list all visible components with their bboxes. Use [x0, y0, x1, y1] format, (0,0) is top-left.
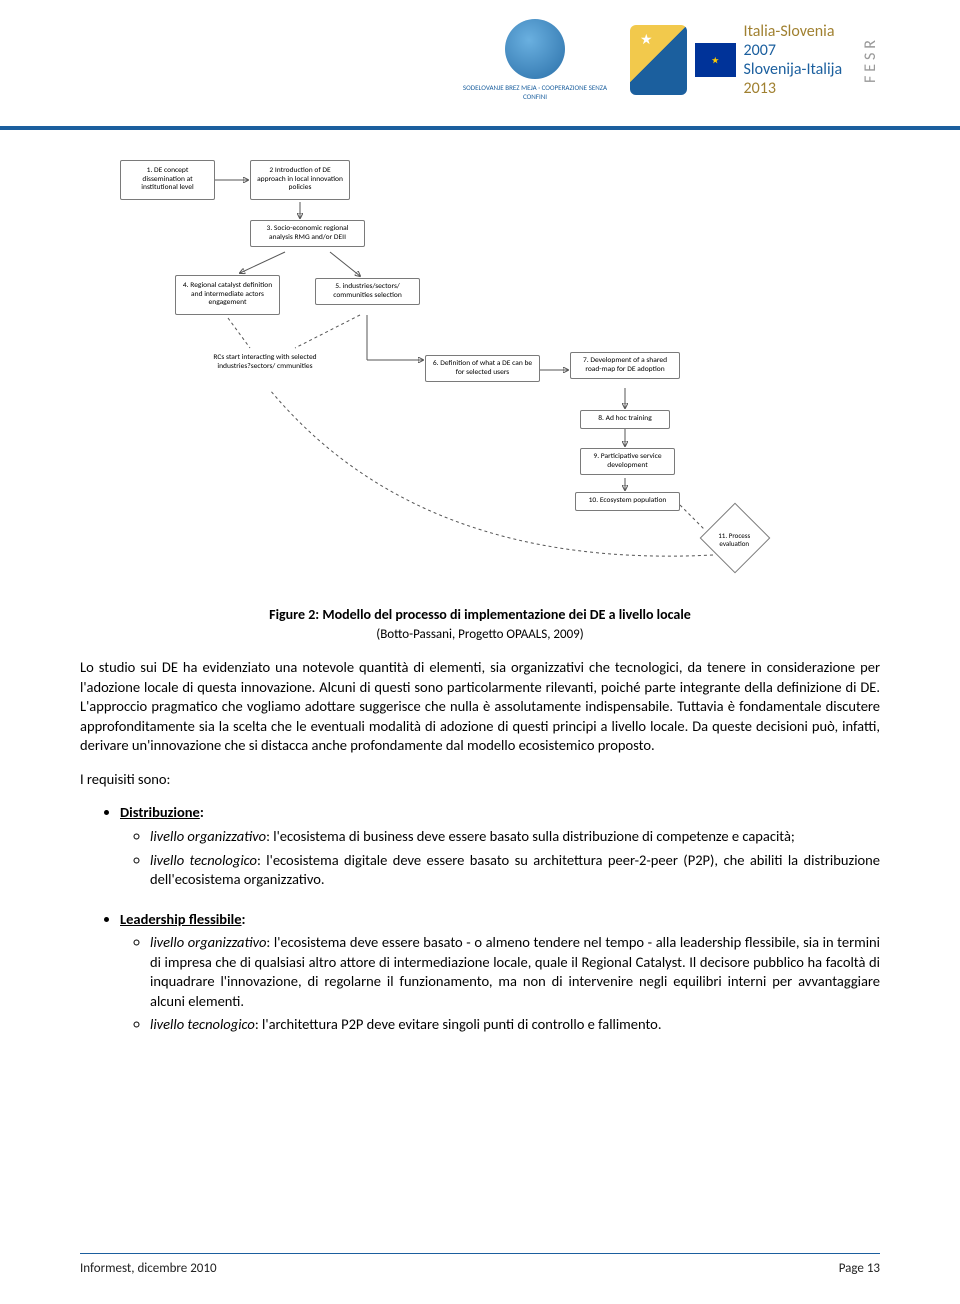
- node-1: 1. DE concept dissemination at instituti…: [120, 160, 215, 200]
- figure-citation: (Botto-Passani, Progetto OPAALS, 2009): [0, 627, 960, 642]
- fesr-label: FESR: [861, 36, 880, 83]
- b2-sub1: livello organizzativo: l'ecosistema deve…: [150, 933, 880, 1011]
- flowchart-diagram: 1. DE concept dissemination at instituti…: [120, 160, 880, 590]
- footer-left: Informest, dicembre 2010: [80, 1261, 217, 1276]
- prog-line2: Slovenija-Italija: [744, 60, 843, 79]
- eu-flag-icon: [695, 43, 736, 77]
- figure-caption: Figure 2: Modello del processo di implem…: [80, 606, 880, 623]
- prog-year1: 2007: [744, 41, 776, 60]
- b1-sub1: livello organizzativo: l'ecosistema di b…: [150, 827, 880, 847]
- prog-line1: Italia-Slovenia: [744, 22, 835, 41]
- node-11: 11. Process evaluation: [700, 503, 771, 574]
- node-5b: RCs start interacting with selected indu…: [205, 350, 325, 375]
- logo-area: iCn SODELOVANJE BREZ MEJA · COOPERAZIONE…: [455, 10, 880, 110]
- b2-sub2: livello tecnologico: l'architettura P2P …: [150, 1015, 880, 1035]
- prog-year2: 2013: [744, 79, 776, 98]
- node-4: 4. Regional catalyst definition and inte…: [175, 275, 280, 315]
- page-header: iCn SODELOVANJE BREZ MEJA · COOPERAZIONE…: [0, 0, 960, 130]
- requirements-list: Distribuzione: livello organizzativo: l'…: [120, 803, 880, 1035]
- node-8: 8. Ad hoc training: [580, 410, 670, 429]
- node-10: 10. Ecosystem population: [575, 492, 680, 511]
- program-text: Italia-Slovenia 2007 Slovenija-Italija 2…: [744, 22, 853, 98]
- program-logo: Italia-Slovenia 2007 Slovenija-Italija 2…: [630, 10, 880, 110]
- body-text: Lo studio sui DE ha evidenziato una note…: [80, 658, 880, 789]
- node-6: 6. Definition of what a DE can be for se…: [425, 355, 540, 382]
- node-9: 9. Participative service development: [580, 448, 675, 475]
- icon-logo: iCn SODELOVANJE BREZ MEJA · COOPERAZIONE…: [455, 10, 615, 110]
- footer-rule: [80, 1253, 880, 1254]
- bullet-distribuzione: Distribuzione: livello organizzativo: l'…: [120, 803, 880, 889]
- page-footer: Informest, dicembre 2010 Page 13: [80, 1261, 880, 1276]
- node-3: 3. Socio-economic regional analysis RMG …: [250, 220, 365, 247]
- node-7: 7. Development of a shared road-map for …: [570, 352, 680, 379]
- node-5: 5. industries/sectors/ communities selec…: [315, 278, 420, 305]
- bullet-leadership: Leadership flessibile: livello organizza…: [120, 910, 880, 1035]
- b1-head: Distribuzione: [120, 803, 200, 821]
- interreg-badge-icon: [630, 25, 687, 95]
- node-2: 2 Introduction of DE approach in local i…: [250, 160, 350, 200]
- b1-sub2: livello tecnologico: l'ecosistema digita…: [150, 851, 880, 890]
- paragraph-2: I requisiti sono:: [80, 770, 880, 790]
- b2-head: Leadership flessibile: [120, 910, 242, 928]
- globe-icon: [505, 19, 565, 79]
- paragraph-1: Lo studio sui DE ha evidenziato una note…: [80, 658, 880, 756]
- footer-right: Page 13: [839, 1261, 880, 1276]
- logo-tagline: SODELOVANJE BREZ MEJA · COOPERAZIONE SEN…: [455, 83, 615, 101]
